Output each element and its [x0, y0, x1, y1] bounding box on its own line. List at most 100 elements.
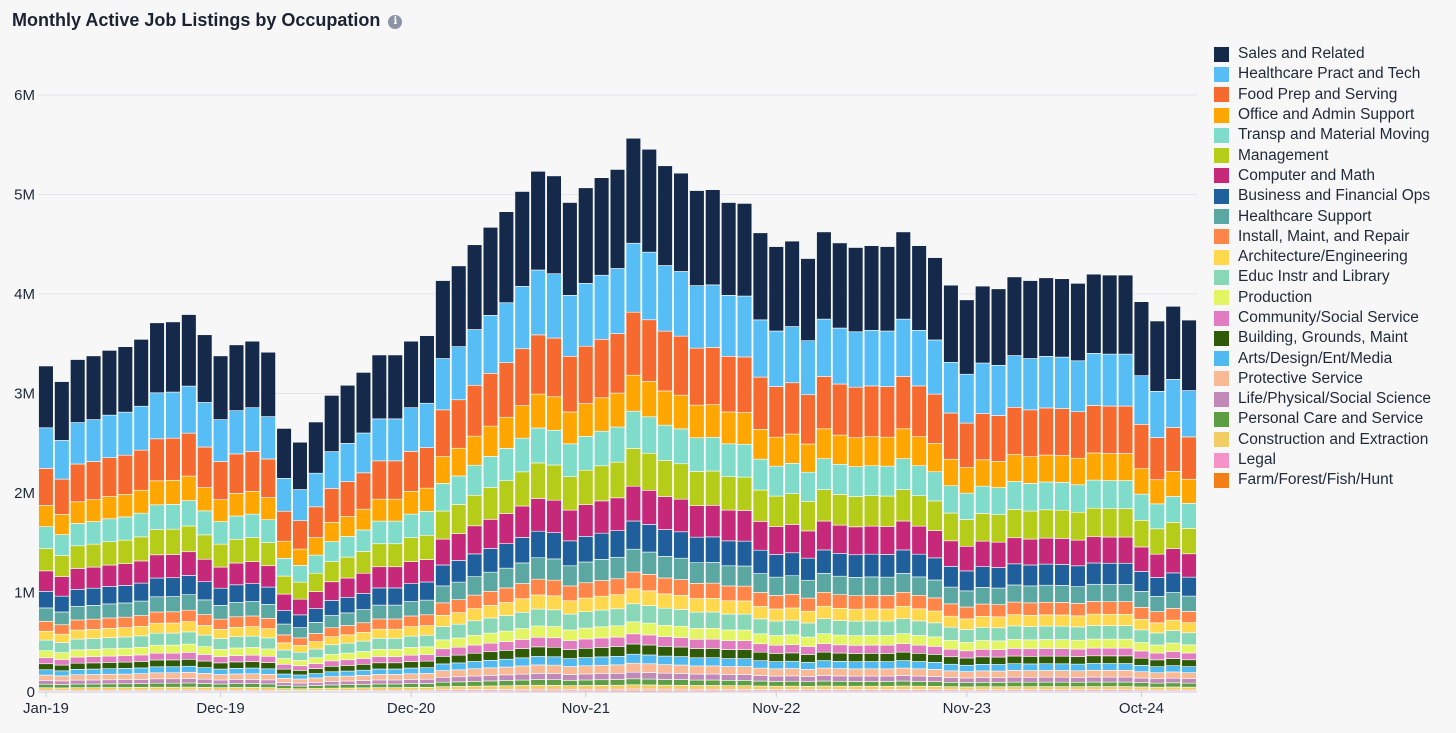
bar-stack[interactable]: [133, 339, 149, 693]
bar-segment[interactable]: [673, 557, 689, 580]
legend-item[interactable]: Sales and Related: [1214, 44, 1454, 64]
bar-segment[interactable]: [38, 680, 54, 685]
bar-segment[interactable]: [832, 494, 848, 526]
bar-segment[interactable]: [339, 384, 356, 444]
bar-segment[interactable]: [911, 495, 927, 527]
bar-segment[interactable]: [1070, 586, 1086, 604]
bar-segment[interactable]: [641, 251, 657, 321]
bar-segment[interactable]: [1117, 686, 1134, 691]
bar-segment[interactable]: [609, 608, 626, 627]
bar-segment[interactable]: [1086, 562, 1102, 585]
bar-segment[interactable]: [593, 559, 610, 581]
bar-segment[interactable]: [625, 588, 642, 605]
bar-segment[interactable]: [308, 572, 324, 592]
bar-segment[interactable]: [419, 511, 435, 536]
bar-segment[interactable]: [720, 674, 737, 681]
bar-segment[interactable]: [816, 633, 832, 644]
bar-segment[interactable]: [705, 628, 721, 640]
bar-segment[interactable]: [720, 613, 737, 631]
bar-segment[interactable]: [70, 656, 86, 664]
bar-segment[interactable]: [244, 615, 260, 627]
bar-segment[interactable]: [736, 540, 753, 567]
bar-segment[interactable]: [689, 562, 705, 584]
bar-segment[interactable]: [689, 598, 705, 613]
bar-segment[interactable]: [657, 655, 673, 665]
bar-segment[interactable]: [244, 687, 260, 691]
bar-segment[interactable]: [260, 542, 276, 567]
bar-segment[interactable]: [38, 687, 54, 691]
bar-segment[interactable]: [324, 671, 340, 677]
bar-segment[interactable]: [1149, 652, 1165, 661]
bar-stack[interactable]: [609, 169, 626, 693]
bar-segment[interactable]: [848, 526, 864, 556]
bar-segment[interactable]: [1117, 663, 1134, 671]
bar-segment[interactable]: [1181, 553, 1197, 578]
bar-segment[interactable]: [451, 654, 467, 664]
bar-segment[interactable]: [101, 518, 118, 543]
bar-segment[interactable]: [70, 589, 86, 607]
bar-segment[interactable]: [800, 501, 816, 532]
bar-segment[interactable]: [403, 491, 419, 515]
bar-segment[interactable]: [498, 674, 515, 681]
bar-segment[interactable]: [832, 661, 848, 669]
bar-segment[interactable]: [260, 662, 276, 670]
bar-segment[interactable]: [975, 627, 991, 641]
bar-segment[interactable]: [720, 202, 737, 296]
bar-segment[interactable]: [959, 677, 975, 683]
bar-segment[interactable]: [768, 608, 784, 622]
bar-segment[interactable]: [832, 680, 848, 687]
bar-segment[interactable]: [308, 641, 324, 650]
bar-segment[interactable]: [593, 580, 610, 597]
bar-segment[interactable]: [752, 573, 769, 593]
bar-segment[interactable]: [578, 638, 594, 649]
bar-segment[interactable]: [752, 667, 769, 676]
bar-segment[interactable]: [1054, 356, 1070, 409]
bar-segment[interactable]: [133, 673, 149, 680]
bar-segment[interactable]: [38, 505, 54, 527]
bar-segment[interactable]: [578, 679, 594, 686]
bar-segment[interactable]: [832, 463, 848, 495]
bar-segment[interactable]: [165, 554, 181, 579]
bar-segment[interactable]: [975, 640, 991, 650]
bar-segment[interactable]: [530, 679, 546, 686]
bar-segment[interactable]: [879, 608, 896, 622]
bar-segment[interactable]: [911, 681, 927, 687]
bar-segment[interactable]: [609, 392, 626, 428]
bar-segment[interactable]: [435, 676, 451, 683]
bar-segment[interactable]: [911, 668, 927, 677]
bar-segment[interactable]: [546, 579, 562, 597]
bar-segment[interactable]: [181, 678, 197, 684]
bar-segment[interactable]: [149, 577, 165, 598]
bar-segment[interactable]: [54, 652, 70, 660]
bar-segment[interactable]: [895, 376, 911, 430]
bar-segment[interactable]: [419, 559, 435, 583]
bar-segment[interactable]: [371, 460, 387, 500]
bar-segment[interactable]: [530, 269, 546, 336]
bar-segment[interactable]: [863, 576, 880, 596]
bar-segment[interactable]: [784, 433, 800, 464]
bar-segment[interactable]: [1038, 670, 1054, 678]
bar-segment[interactable]: [292, 645, 308, 653]
bar-segment[interactable]: [38, 526, 54, 549]
bar-segment[interactable]: [292, 660, 308, 667]
bar-segment[interactable]: [197, 634, 213, 648]
bar-segment[interactable]: [768, 436, 784, 467]
bar-stack[interactable]: [562, 202, 578, 693]
bar-segment[interactable]: [1054, 455, 1070, 483]
bar-segment[interactable]: [562, 202, 578, 296]
bar-segment[interactable]: [451, 681, 467, 687]
bar-segment[interactable]: [101, 586, 118, 605]
bar-segment[interactable]: [228, 515, 245, 540]
bar-segment[interactable]: [863, 681, 880, 687]
bar-segment[interactable]: [451, 504, 467, 534]
bar-segment[interactable]: [768, 386, 784, 438]
bar-segment[interactable]: [197, 334, 213, 403]
bar-segment[interactable]: [562, 658, 578, 667]
bar-segment[interactable]: [1149, 644, 1165, 654]
bar-segment[interactable]: [990, 686, 1007, 691]
bar-segment[interactable]: [1117, 655, 1134, 664]
bar-segment[interactable]: [816, 489, 832, 522]
bar-segment[interactable]: [117, 661, 133, 669]
bar-segment[interactable]: [705, 673, 721, 681]
bar-segment[interactable]: [1086, 405, 1102, 454]
